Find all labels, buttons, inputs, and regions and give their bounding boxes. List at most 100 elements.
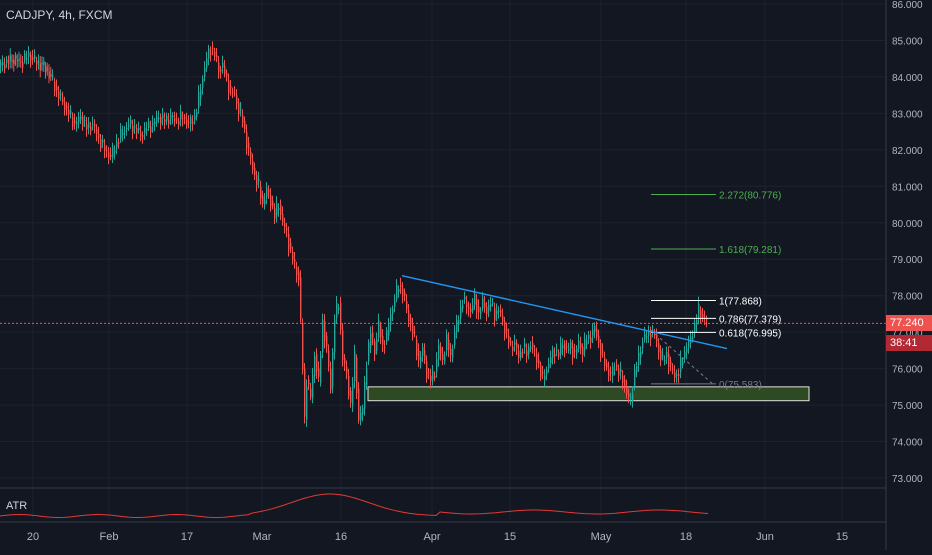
fib-connector [650, 329, 715, 386]
candle-body [282, 213, 284, 223]
candle-body [334, 320, 336, 353]
candle-body [312, 375, 314, 398]
candle-body [384, 346, 386, 348]
candle-body [506, 328, 508, 332]
candle-body [412, 324, 414, 334]
candle-body [444, 356, 446, 362]
candle-body [476, 299, 478, 312]
candle-body [376, 339, 378, 351]
candle-body [342, 330, 344, 360]
candle-body [142, 135, 144, 137]
candle-body [364, 382, 366, 409]
candle-body [618, 368, 620, 376]
candle-body [36, 60, 38, 65]
candle-body [434, 375, 436, 379]
candle-body [156, 116, 158, 122]
candle-body [490, 304, 492, 307]
candle-body [234, 93, 236, 95]
candle-body [240, 109, 242, 111]
candle-body [404, 292, 406, 297]
candle-body [82, 117, 84, 127]
candle-body [258, 179, 260, 181]
candle-body [344, 357, 346, 364]
candle-body [450, 348, 452, 356]
candle-body [580, 343, 582, 348]
candle-body [158, 117, 160, 120]
candle-body [542, 372, 544, 374]
candle-body [658, 343, 660, 353]
candle-body [304, 368, 306, 417]
candle-body [668, 354, 670, 368]
candle-body [268, 189, 270, 192]
candle-body [696, 320, 698, 325]
candle-body [274, 208, 276, 219]
candle-body [586, 341, 588, 345]
y-tick-label: 86.000 [892, 0, 923, 11]
candle-body [408, 310, 410, 322]
candle-body [244, 120, 246, 130]
candle-body [566, 346, 568, 348]
candle-body [194, 115, 196, 120]
bar-countdown: 38:41 [886, 335, 932, 351]
candle-body [426, 361, 428, 379]
candle-body [84, 120, 86, 122]
candle-body [532, 343, 534, 348]
candle-body [368, 342, 370, 362]
candle-body [62, 98, 64, 103]
candle-body [56, 86, 58, 91]
candle-body [670, 361, 672, 365]
candle-body [480, 311, 482, 314]
candle-body [572, 346, 574, 358]
candle-body [674, 372, 676, 379]
candle-body [28, 52, 30, 57]
candle-body [210, 53, 212, 55]
candle-body [460, 307, 462, 318]
candle-body [684, 351, 686, 358]
candle-body [116, 141, 118, 148]
fib-label: 1(77.868) [719, 297, 762, 308]
candle-body [276, 203, 278, 216]
candle-body [528, 347, 530, 355]
candle-body [452, 349, 454, 358]
candle-body [96, 129, 98, 135]
candle-body [646, 336, 648, 338]
candle-body [318, 368, 320, 377]
candle-body [454, 332, 456, 345]
candle-body [430, 375, 432, 382]
candle-body [302, 323, 304, 370]
candle-body [330, 368, 332, 390]
candle-body [654, 333, 656, 336]
candle-body [698, 303, 700, 318]
x-tick-label: 15 [504, 531, 516, 543]
candle-body [320, 355, 322, 384]
candle-body [568, 349, 570, 351]
y-tick-label: 84.000 [892, 73, 923, 84]
candle-body [428, 372, 430, 374]
candle-body [380, 324, 382, 338]
candle-body [496, 310, 498, 314]
candle-body [640, 351, 642, 358]
candle-body [78, 116, 80, 122]
fib-label: 1.618(79.281) [719, 245, 781, 256]
candle-body [582, 346, 584, 356]
candle-body [34, 55, 36, 59]
candle-body [482, 297, 484, 309]
candle-body [324, 321, 326, 342]
candle-body [656, 335, 658, 342]
candle-body [204, 68, 206, 77]
candle-body [530, 347, 532, 349]
candle-body [400, 284, 402, 287]
candle-body [54, 81, 56, 92]
candle-body [122, 132, 124, 136]
candle-body [88, 122, 90, 128]
candle-body [682, 361, 684, 365]
candle-body [146, 128, 148, 131]
candle-body [300, 277, 302, 319]
candle-body [138, 127, 140, 131]
candle-body [498, 310, 500, 313]
candle-body [448, 339, 450, 350]
x-tick-label: Feb [100, 531, 119, 543]
candle-body [638, 352, 640, 365]
candle-body [24, 53, 26, 61]
